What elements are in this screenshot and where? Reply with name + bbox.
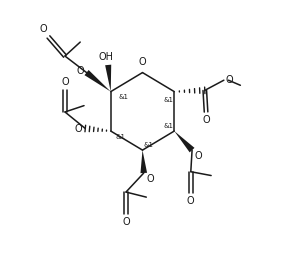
Text: O: O (195, 151, 202, 161)
Text: OH: OH (99, 52, 114, 62)
Polygon shape (105, 65, 111, 92)
Text: O: O (226, 75, 233, 85)
Text: &1: &1 (116, 134, 126, 140)
Polygon shape (174, 131, 194, 152)
Text: O: O (187, 196, 195, 206)
Text: O: O (40, 24, 47, 34)
Text: &1: &1 (163, 123, 173, 129)
Text: &1: &1 (163, 97, 173, 103)
Text: O: O (61, 77, 69, 87)
Text: O: O (146, 174, 154, 184)
Text: O: O (122, 217, 130, 227)
Polygon shape (85, 70, 111, 92)
Polygon shape (141, 150, 147, 173)
Text: O: O (202, 115, 210, 125)
Text: &1: &1 (144, 142, 154, 148)
Text: &1: &1 (118, 94, 128, 100)
Text: O: O (75, 124, 82, 133)
Text: O: O (76, 66, 84, 76)
Text: O: O (139, 57, 146, 67)
